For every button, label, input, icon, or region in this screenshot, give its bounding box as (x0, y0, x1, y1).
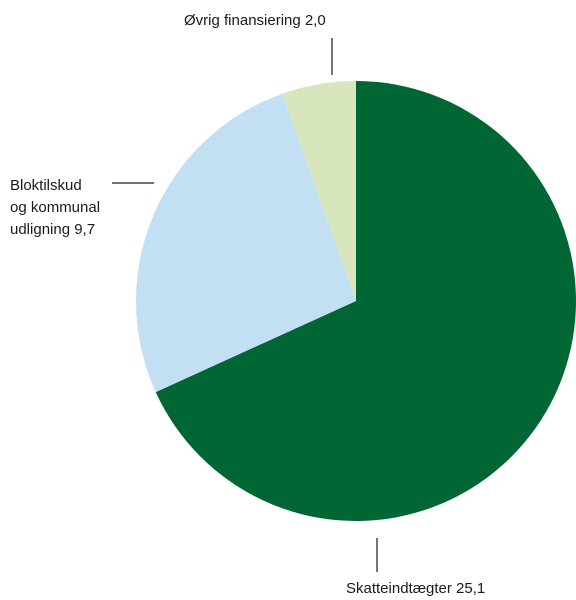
label-bloktilskud-line-3: udligning 9,7 (10, 221, 95, 238)
pie-slices (136, 81, 576, 521)
label-bloktilskud-line-1: Bloktilskud (10, 177, 82, 194)
label-bloktilskud-line-2: og kommunal (10, 199, 100, 216)
pie-slice-skatteindtaegter (155, 81, 576, 521)
pie-slice-bloktilskud (136, 93, 356, 393)
pie-slice-ovrig-finansiering (282, 81, 356, 301)
label-skatteindtaegter: Skatteindtægter 25,1 (346, 580, 485, 597)
label-ovrig-finansiering: Øvrig finansiering 2,0 (184, 12, 326, 29)
label-bloktilskud: Bloktilskud og kommunal udligning 9,7 (10, 177, 104, 238)
